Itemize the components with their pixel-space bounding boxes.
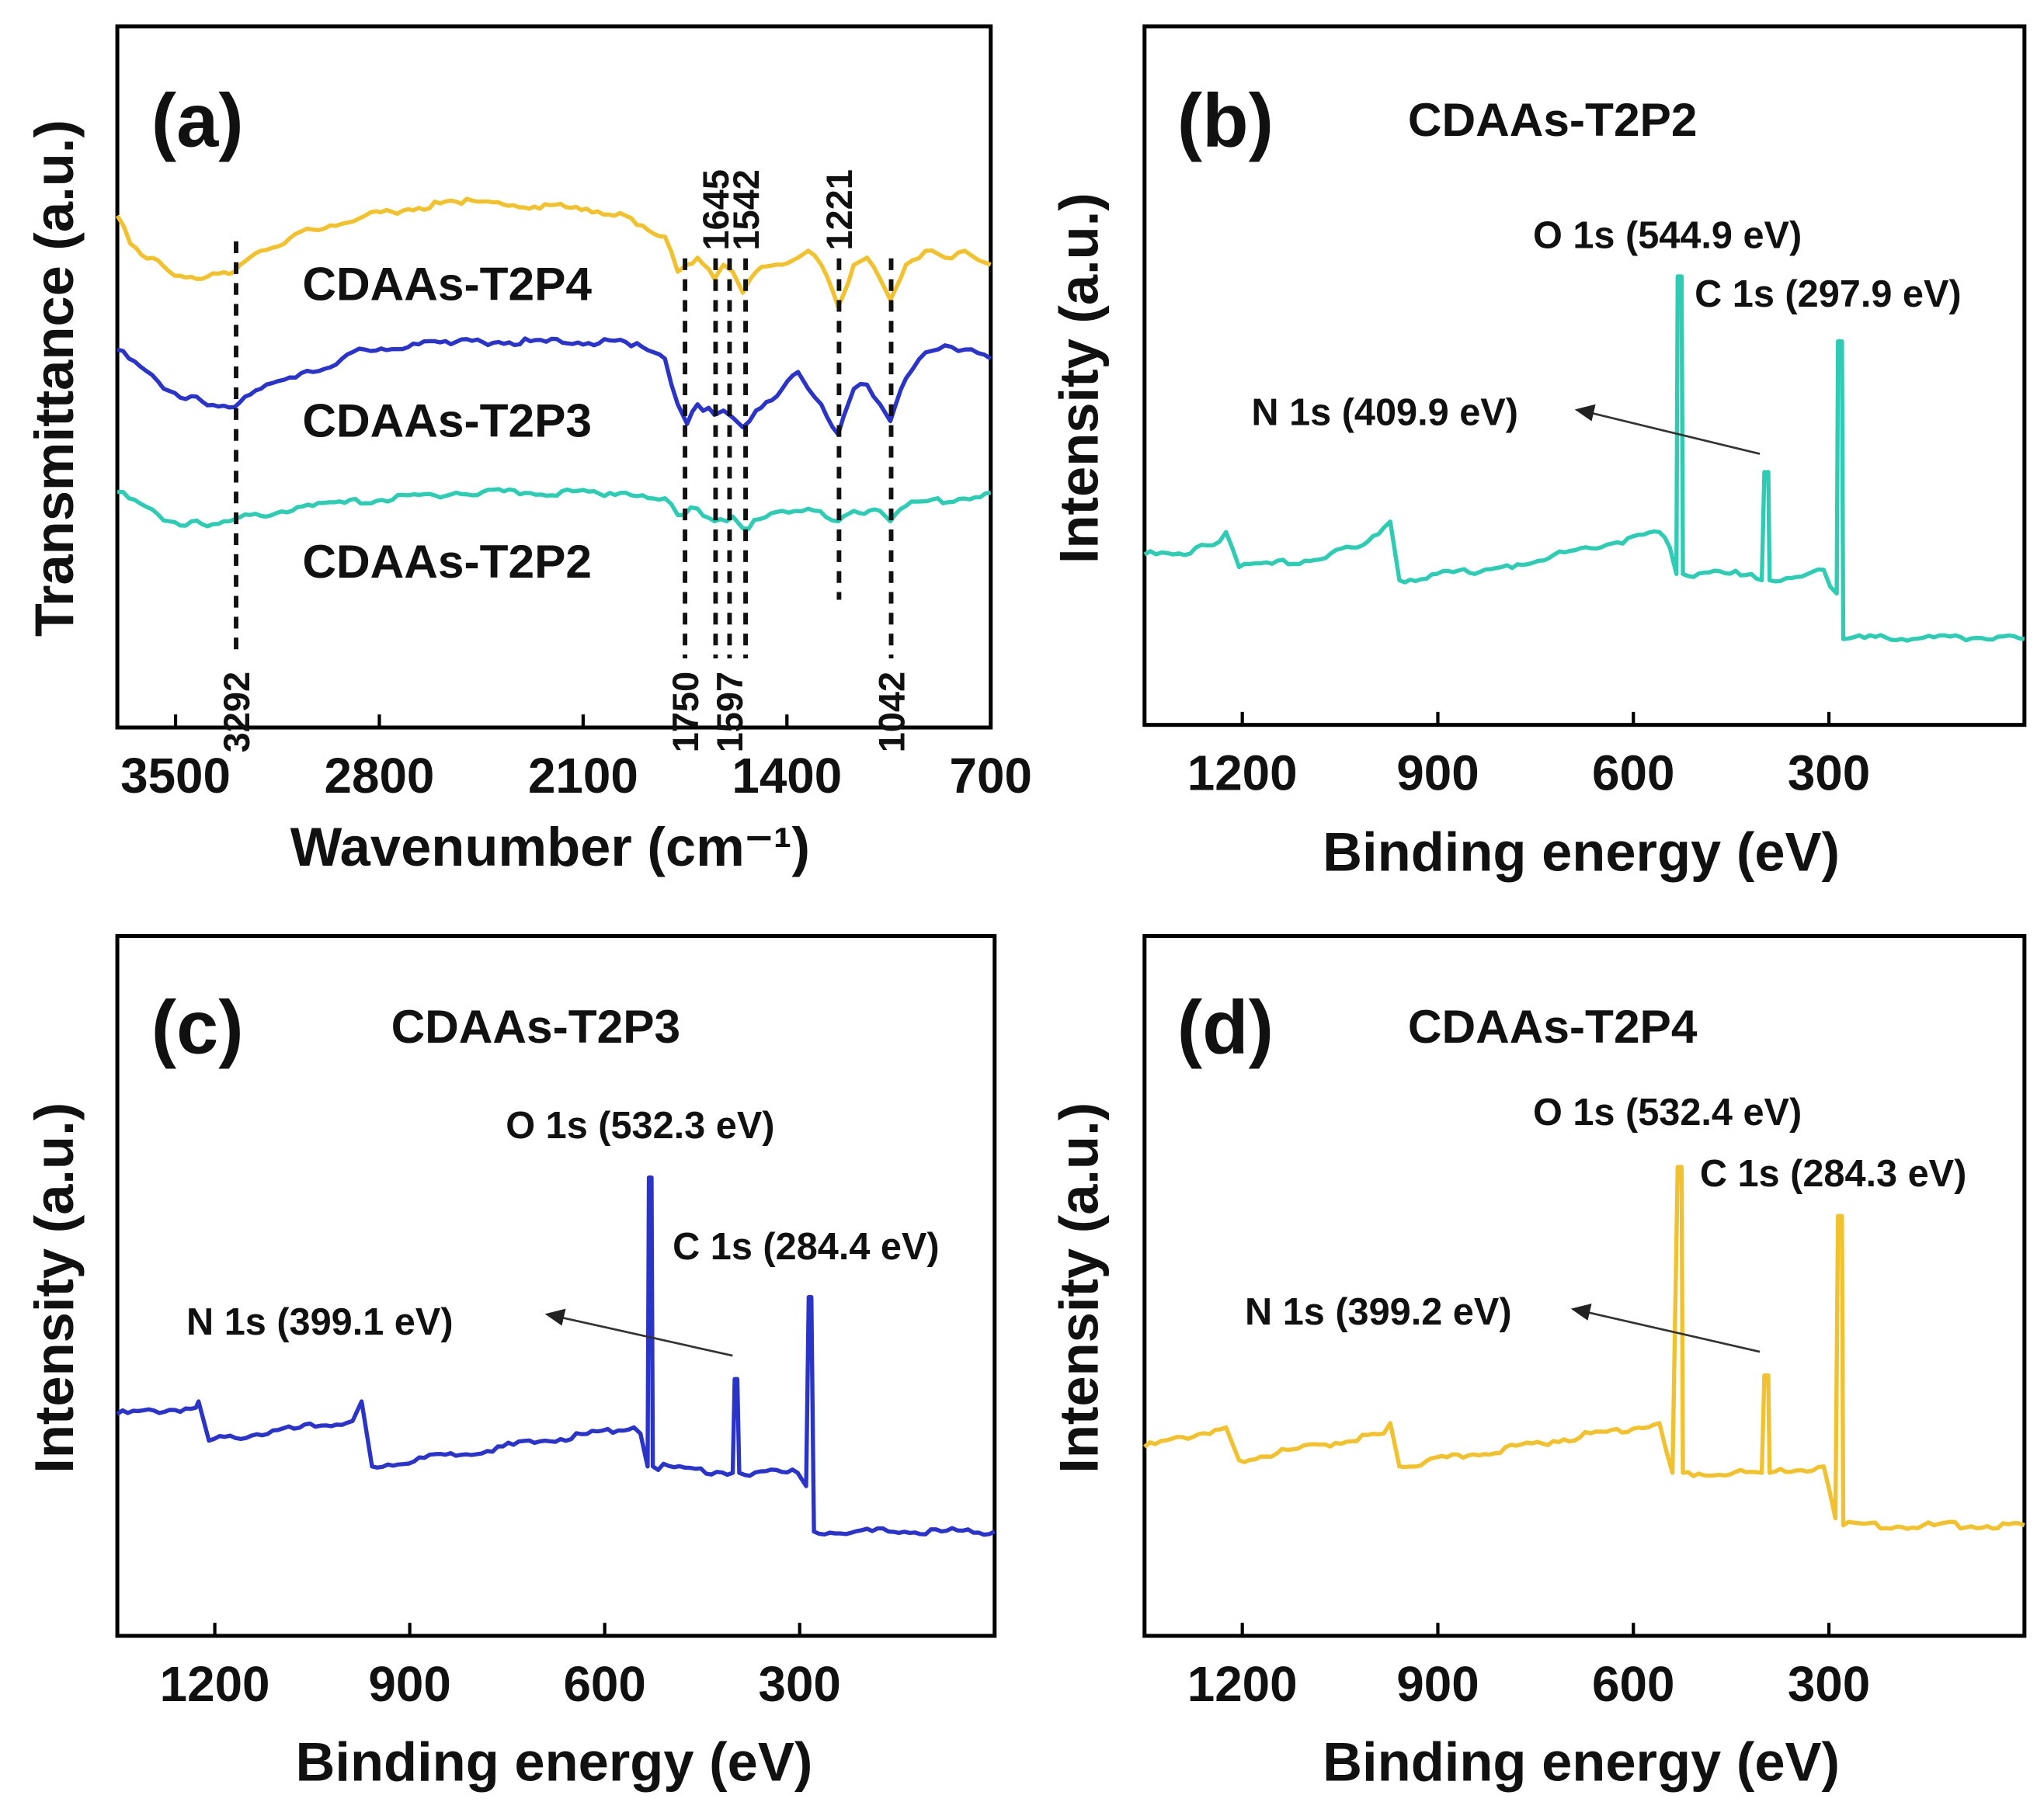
x-tick-label: 3500 [120, 748, 231, 804]
panel-a: 3500 2800 2100 1400 700 3292 1750 1645 1597 1542 1… [23, 24, 1032, 877]
spectrum-line-d [1143, 1165, 2025, 1531]
x-tick-label: 1400 [732, 748, 842, 804]
panel-label-c: (c) [151, 985, 244, 1070]
spectrum-line-b [1143, 274, 2025, 643]
panel-title-d: CDAAs-T2P4 [1408, 1000, 1698, 1053]
x-tick-label: 300 [1788, 1656, 1870, 1712]
panel-b: 1200 900 600 300 (b) CDAAs-T2P2 Intensity (… [1048, 24, 2027, 883]
x-axis-label-a: Wavenumber (cm⁻¹) [290, 816, 810, 877]
y-axis-label-d: Intensity (a.u.) [1048, 1102, 1109, 1474]
peak-label-3292: 3292 [216, 672, 257, 753]
x-tick-label: 600 [1592, 1656, 1674, 1712]
peak-label-1042: 1042 [871, 672, 912, 753]
annotation-c1s-c: C 1s (284.4 eV) [673, 1226, 939, 1268]
plot-frame-c [115, 934, 997, 1638]
x-tick-label: 700 [950, 748, 1032, 804]
arrowhead-icon [1574, 404, 1596, 422]
arrowhead-icon [1570, 1303, 1592, 1321]
x-tick-label: 600 [1592, 745, 1674, 801]
marks-d: 1200 900 600 300 [1143, 1165, 2025, 1712]
marks-a: 3500 2800 2100 1400 700 3292 1750 1645 1597 1542 1… [115, 169, 1032, 804]
x-tick-label: 2800 [325, 748, 435, 804]
panel-title-b: CDAAs-T2P2 [1408, 93, 1698, 146]
spectrum-line-c [116, 1175, 996, 1537]
arrowhead-icon [544, 1308, 566, 1326]
arrow-n1s-b [1592, 412, 1761, 455]
panel-label-b: (b) [1177, 78, 1274, 162]
peak-label-1645: 1645 [695, 169, 736, 251]
arrow-n1s-c [562, 1317, 733, 1357]
annotation-n1s-c: N 1s (399.1 eV) [186, 1301, 454, 1343]
peak-label-1750: 1750 [665, 672, 706, 753]
y-axis-label-b: Intensity (a.u.) [1048, 193, 1109, 564]
curve-label-t2p3: CDAAs-T2P3 [302, 394, 592, 447]
x-axis-label-d: Binding energy (eV) [1323, 1731, 1840, 1792]
peak-label-1597: 1597 [709, 672, 750, 753]
x-axis-label-b: Binding energy (eV) [1323, 821, 1840, 883]
annotation-o1s-c: O 1s (532.3 eV) [506, 1105, 774, 1147]
annotation-n1s-b: N 1s (409.9 eV) [1251, 392, 1518, 434]
x-tick-label: 900 [1396, 745, 1479, 801]
peak-label-1221: 1221 [819, 169, 860, 251]
annotation-c1s-d: C 1s (284.3 eV) [1700, 1153, 1967, 1195]
x-tick-label: 1200 [1187, 745, 1298, 801]
annotation-o1s-d: O 1s (532.4 eV) [1533, 1092, 1802, 1134]
plot-frame-b [1142, 24, 2027, 727]
series-line-cdaas-t2p3 [116, 336, 992, 437]
series-line-cdaas-t2p2 [117, 487, 992, 531]
x-tick-label: 2100 [528, 748, 638, 804]
arrow-n1s-d [1588, 1311, 1761, 1353]
plot-frame-a [115, 24, 993, 730]
x-tick-label: 1200 [160, 1656, 270, 1712]
x-tick-label: 300 [1788, 745, 1870, 801]
x-tick-label: 300 [759, 1656, 841, 1712]
panel-title-c: CDAAs-T2P3 [391, 1000, 681, 1053]
panel-label-a: (a) [151, 78, 244, 162]
x-tick-label: 1200 [1187, 1656, 1298, 1712]
y-axis-label-c: Intensity (a.u.) [23, 1102, 85, 1474]
series-line-cdaas-t2p4 [115, 196, 992, 309]
annotation-c1s-b: C 1s (297.9 eV) [1695, 273, 1962, 315]
panel-c: 1200 900 600 300 (c) CDAAs-T2P3 Intensity (… [23, 934, 997, 1792]
x-tick-label: 600 [563, 1656, 645, 1712]
peak-label-1542: 1542 [725, 169, 766, 251]
panel-d: 1200 900 600 300 (d) CDAAs-T2P4 Intensity (… [1048, 934, 2027, 1792]
x-axis-label-c: Binding energy (eV) [295, 1731, 812, 1792]
annotation-o1s-b: O 1s (544.9 eV) [1533, 214, 1802, 256]
curve-label-t2p4: CDAAs-T2P4 [302, 257, 592, 310]
annotation-n1s-d: N 1s (399.2 eV) [1245, 1291, 1512, 1333]
plot-frame-d [1142, 934, 2027, 1638]
x-tick-label: 900 [368, 1656, 450, 1712]
curve-label-t2p2: CDAAs-T2P2 [302, 535, 592, 588]
x-tick-label: 900 [1396, 1656, 1479, 1712]
marks-b: 1200 900 600 300 [1143, 274, 2025, 801]
panel-label-d: (d) [1177, 985, 1274, 1070]
marks-c: 1200 900 600 300 [116, 1175, 996, 1712]
y-axis-label-a: Transmittance (a.u.) [23, 120, 85, 637]
